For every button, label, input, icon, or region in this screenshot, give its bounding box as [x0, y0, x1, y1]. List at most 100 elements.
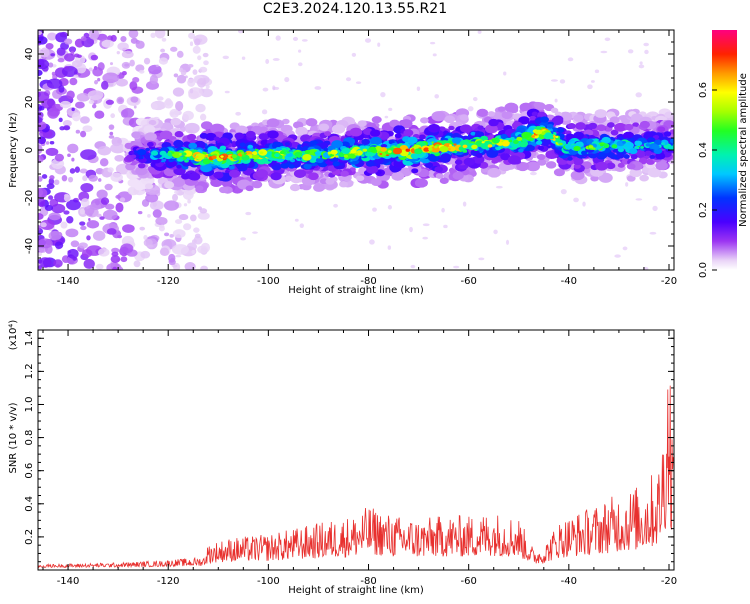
- spectrogram-ridge-cell: [594, 109, 607, 118]
- spectrogram-noise-cell: [171, 244, 189, 255]
- spectrogram-ridge-cell: [555, 138, 561, 143]
- spectrogram-noise-cell: [110, 255, 121, 263]
- spectrogram-ridge-cell: [567, 123, 576, 129]
- spectrogram-noise-cell: [39, 129, 53, 139]
- spectrogram-noise-cell: [47, 107, 59, 119]
- spectrogram-noise-cell: [265, 59, 270, 64]
- spectrogram-noise-cell: [88, 67, 93, 72]
- y-tick-label: 0: [24, 147, 35, 153]
- spectrogram-noise-cell: [64, 66, 70, 70]
- spectrogram-noise-cell: [194, 38, 201, 46]
- spectrogram-ridge-cell: [144, 155, 151, 160]
- spectrogram-noise-cell: [40, 222, 47, 228]
- spectrogram-ridge-cell: [623, 146, 628, 150]
- spectrogram-noise-cell: [105, 203, 115, 210]
- spectrogram-noise-cell: [193, 227, 200, 233]
- spectrogram-noise-cell: [189, 88, 194, 94]
- spectrogram-noise-cell: [109, 62, 114, 66]
- spectrogram-ridge-cell: [202, 148, 209, 153]
- snr-y-ticks: 0.2 0.4 0.6 0.8 1.0 1.2 1.4: [24, 329, 674, 571]
- spectrogram-ridge-cell: [333, 162, 339, 166]
- spectrogram-noise-cell: [384, 115, 389, 119]
- spectrogram-ridge-cell: [501, 111, 513, 120]
- spectrogram-ridge-cell: [274, 153, 280, 158]
- spectrogram-ridge-cell: [151, 150, 159, 156]
- spectrogram-ridge-cell: [144, 132, 157, 142]
- spectrogram-ridge-cell: [195, 153, 205, 161]
- colorbar-label: Normalized spectral amplitude: [738, 73, 749, 227]
- spectrogram-noise-cell: [222, 55, 229, 60]
- spectrogram-ridge-cell: [598, 152, 606, 158]
- spectrogram-noise-cell: [299, 223, 304, 229]
- spectrogram-noise-cell: [67, 153, 71, 157]
- spectrogram-noise-cell: [432, 53, 437, 57]
- spectrogram-ridge-cell: [500, 134, 508, 140]
- spectrogram-ridge-cell: [163, 167, 177, 177]
- spectrogram-noise-cell: [86, 220, 100, 229]
- spectrogram-noise-cell: [38, 212, 44, 221]
- spectrogram-ridge-cell: [533, 101, 543, 109]
- spectrogram-noise-cell: [115, 266, 124, 270]
- spectrogram-ridge-cell: [369, 129, 381, 137]
- spectrogram-ridge-cell: [616, 153, 625, 159]
- spectrogram-noise-cell: [74, 166, 81, 173]
- spectrogram-ridge-cell: [350, 149, 357, 154]
- spectrogram-ridge-cell: [288, 164, 295, 169]
- spectrogram-noise-cell: [187, 64, 194, 68]
- spectrogram-noise-cell: [409, 226, 413, 233]
- spectrogram-ridge-cell: [260, 126, 268, 132]
- y-tick-label: 0.8: [24, 430, 35, 446]
- spectrogram-ridge-cell: [480, 142, 491, 150]
- spectrogram-noise-cell: [83, 258, 95, 269]
- spectrogram-ridge-cell: [170, 117, 182, 126]
- spectrogram-noise-cell: [159, 224, 165, 229]
- spectrogram-ridge-cell: [602, 143, 610, 149]
- spectrogram-noise-cell: [635, 198, 643, 201]
- spectrogram-ridge-cell: [475, 153, 483, 158]
- spectrogram-ridge-cell: [606, 122, 615, 128]
- spectrogram-noise-cell: [178, 214, 189, 221]
- spectrogram-noise-cell: [169, 108, 180, 118]
- spectrogram-ridge-cell: [213, 171, 224, 179]
- spectrogram-ridge-cell: [135, 166, 148, 176]
- spectrogram-ridge-cell: [669, 138, 674, 144]
- spectrogram-noise-cell: [176, 74, 187, 84]
- spectrogram-ridge-cell: [305, 118, 318, 127]
- spectrogram-ridge-cell: [610, 129, 619, 136]
- spectrogram-noise-cell: [96, 213, 102, 218]
- spectrogram-noise-cell: [95, 199, 100, 206]
- spectrogram-noise-cell: [110, 172, 123, 183]
- spectrogram-ridge-cell: [159, 130, 173, 140]
- spectrogram-noise-cell: [149, 74, 159, 85]
- spectrogram-ridge-cell: [295, 126, 308, 136]
- spectrogram-noise-cell: [567, 57, 574, 62]
- spectrogram-ridge-cell: [245, 130, 256, 139]
- spectrogram-ridge-cell: [239, 142, 246, 148]
- snr-y-label: SNR (10 * v/v): [8, 402, 19, 473]
- spectrogram-noise-cell: [45, 42, 54, 50]
- y-tick-label: -20: [24, 190, 35, 206]
- spectrogram-noise-cell: [194, 233, 201, 239]
- spectrogram-ridge-cell: [131, 131, 141, 139]
- colorbar: 0.0 0.2 0.4 0.6 Normalized spectral amplitu…: [698, 30, 749, 278]
- spectrogram-noise-cell: [98, 248, 110, 257]
- spectrogram-ridge-cell: [284, 142, 290, 146]
- spectrogram-ridge-cell: [572, 157, 584, 166]
- spectrogram-noise-cell: [61, 174, 68, 182]
- spectrogram-noise-cell: [65, 228, 79, 238]
- spectrogram-noise-cell: [82, 125, 93, 132]
- spectrogram-noise-cell: [53, 179, 60, 186]
- spectrogram-ridge-cell: [210, 123, 225, 134]
- spectrogram-noise-cell: [107, 167, 114, 173]
- spectrogram-ridge-cell: [646, 137, 656, 144]
- spectrogram-ridge-cell: [516, 136, 523, 142]
- spectrogram-ridge-cell: [595, 161, 608, 171]
- spectrogram-ridge-cell: [325, 178, 335, 185]
- spectrogram-noise-cell: [101, 39, 114, 48]
- spectrogram-noise-cell: [48, 62, 54, 68]
- spectrogram-noise-cell: [38, 257, 52, 268]
- spectrogram-ridge-cell: [596, 124, 606, 132]
- spectrogram-ridge-cell: [314, 155, 319, 159]
- spectrogram-noise-cell: [71, 60, 83, 68]
- spectrogram-noise-cell: [120, 36, 127, 42]
